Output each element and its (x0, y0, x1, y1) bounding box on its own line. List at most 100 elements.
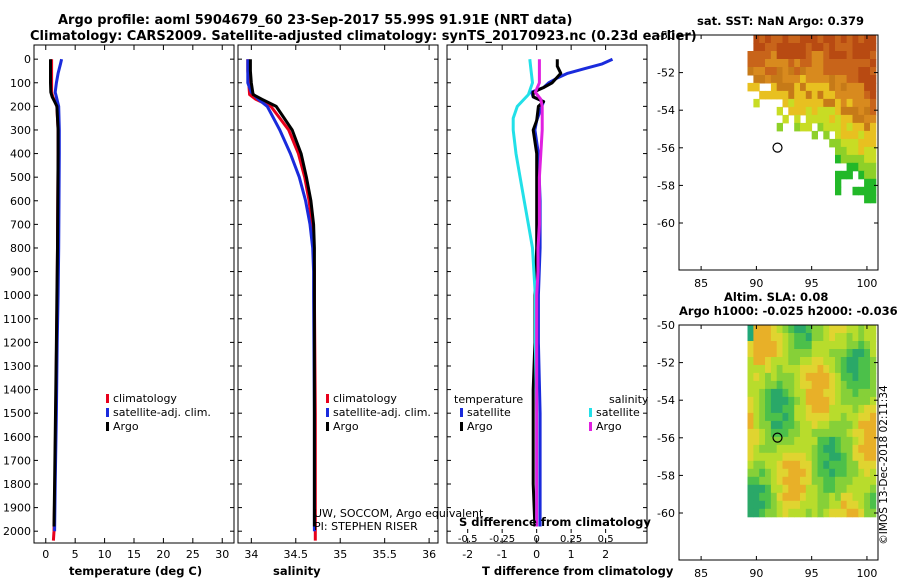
sla-map-cell (800, 444, 807, 454)
sla-map-cell (870, 388, 877, 398)
sla-map-cell (800, 460, 807, 470)
sst-map-cell (840, 146, 848, 156)
sst-map-cell (800, 43, 807, 52)
sst-map-cell (846, 82, 853, 92)
sla-map-cell (811, 452, 818, 462)
sst-map-cell (776, 82, 783, 92)
sla-map-title: Altim. SLA: 0.08 (724, 290, 828, 304)
sst-map-cell (864, 138, 871, 148)
sla-map-cell (840, 333, 848, 342)
sla-map-cell (829, 349, 836, 358)
sla-map-cell (852, 325, 859, 334)
sla-map-cell (794, 365, 801, 374)
sst-map-cell (829, 67, 836, 76)
sla-map-cell (823, 460, 830, 470)
sst-map-cell (840, 82, 848, 92)
x-tick-label: -2 (462, 548, 473, 561)
sla-map-cell (788, 333, 795, 342)
sst-map-cell (840, 59, 848, 68)
stamp-wrapper: ©IMOS 13-Dec-2018 02:11:34 (878, 377, 890, 553)
sst-map-cell (870, 162, 877, 172)
sla-map-cell (811, 349, 818, 358)
sla-map-cell (840, 380, 848, 390)
sla-map-cell (823, 500, 830, 510)
sst-map-cell (829, 59, 836, 68)
sla-map-cell (858, 333, 865, 342)
sla-map-cell (840, 460, 848, 470)
sst-map-cell (852, 146, 859, 156)
sst-map-cell (852, 114, 859, 124)
sla-map-cell (864, 436, 871, 446)
x-tick-label: 0 (533, 548, 540, 561)
sla-map-cell (770, 396, 778, 406)
sst-map-cell (823, 51, 830, 60)
sla-map-frame (678, 324, 879, 561)
sla-map-cell (870, 341, 877, 350)
sst-map-cell (870, 82, 877, 92)
sla-map-cell (864, 365, 871, 374)
sst-map-cell (858, 138, 865, 148)
sla-map-cell (840, 420, 848, 430)
sst-map-cell (747, 59, 754, 68)
sla-map-cell (829, 412, 836, 422)
sla-map-cell (747, 500, 754, 510)
sst-map-cell (846, 122, 853, 132)
sst-map-cell (788, 35, 795, 44)
sst-map-cell (846, 146, 853, 156)
sla-map-cell (770, 388, 778, 398)
sst-map-cell (765, 51, 772, 60)
sst-map-cell (829, 75, 836, 84)
sst-map-cell (835, 67, 842, 76)
credit-line-1: UW, SOCCOM, Argo equivalent (314, 507, 484, 520)
temperature-profile-frame (33, 44, 235, 544)
sla-map-cell (782, 333, 789, 342)
sst-map-cell (805, 43, 813, 52)
sla-map-cell (776, 444, 783, 454)
sla-map-cell (858, 380, 865, 390)
sla-map-cell (835, 380, 842, 390)
sla-map-cell (811, 492, 818, 502)
credit-line-2: PI: STEPHEN RISER (314, 520, 418, 533)
sst-map-cell (864, 186, 871, 196)
sst-map-cell (805, 98, 813, 108)
sst-map-cell (817, 43, 824, 52)
depth-tick-label: 300 (10, 124, 31, 137)
sla-map-cell (858, 444, 865, 454)
difference-profile-frame (446, 44, 648, 544)
sla-map-cell (805, 396, 813, 406)
sst-map-cell (805, 51, 813, 60)
sla-map-cell (765, 492, 772, 502)
sla-map-cell (805, 357, 813, 366)
map-x-tick-label: 95 (805, 277, 819, 290)
sla-map-cell (776, 500, 783, 510)
legend-swatch (326, 408, 329, 417)
sla-map-cell (759, 500, 766, 510)
sla-map-cell (765, 500, 772, 510)
depth-tick-label: 1500 (3, 407, 31, 420)
sla-map-cell (811, 388, 818, 398)
sla-map-cell (852, 476, 859, 486)
sla-map-cell (817, 436, 824, 446)
sla-map-cell (770, 484, 778, 494)
sla-map-cell (817, 420, 824, 430)
salinity-profile-satellite-adj-clim--line (246, 59, 316, 532)
sla-map-cell (829, 500, 836, 510)
sla-map-cell (870, 484, 877, 494)
sla-map-cell (788, 476, 795, 486)
sla-map-cell (858, 484, 865, 494)
map-y-tick-label: -54 (657, 394, 675, 407)
sla-map-cell (870, 420, 877, 430)
legend-swatch (326, 394, 329, 403)
sst-map-cell (823, 122, 830, 132)
sla-map-cell (794, 380, 801, 390)
sla-map-cell (759, 388, 766, 398)
sla-map-cell (753, 333, 760, 342)
sla-map-cell (823, 468, 830, 478)
sla-map-cell (870, 444, 877, 454)
sla-map-cell (805, 468, 813, 478)
sla-map-cell (747, 365, 754, 374)
legend-swatch (589, 408, 592, 417)
sla-map-cell (747, 492, 754, 502)
sst-map-cell (846, 170, 853, 180)
sla-map-cell (858, 452, 865, 462)
